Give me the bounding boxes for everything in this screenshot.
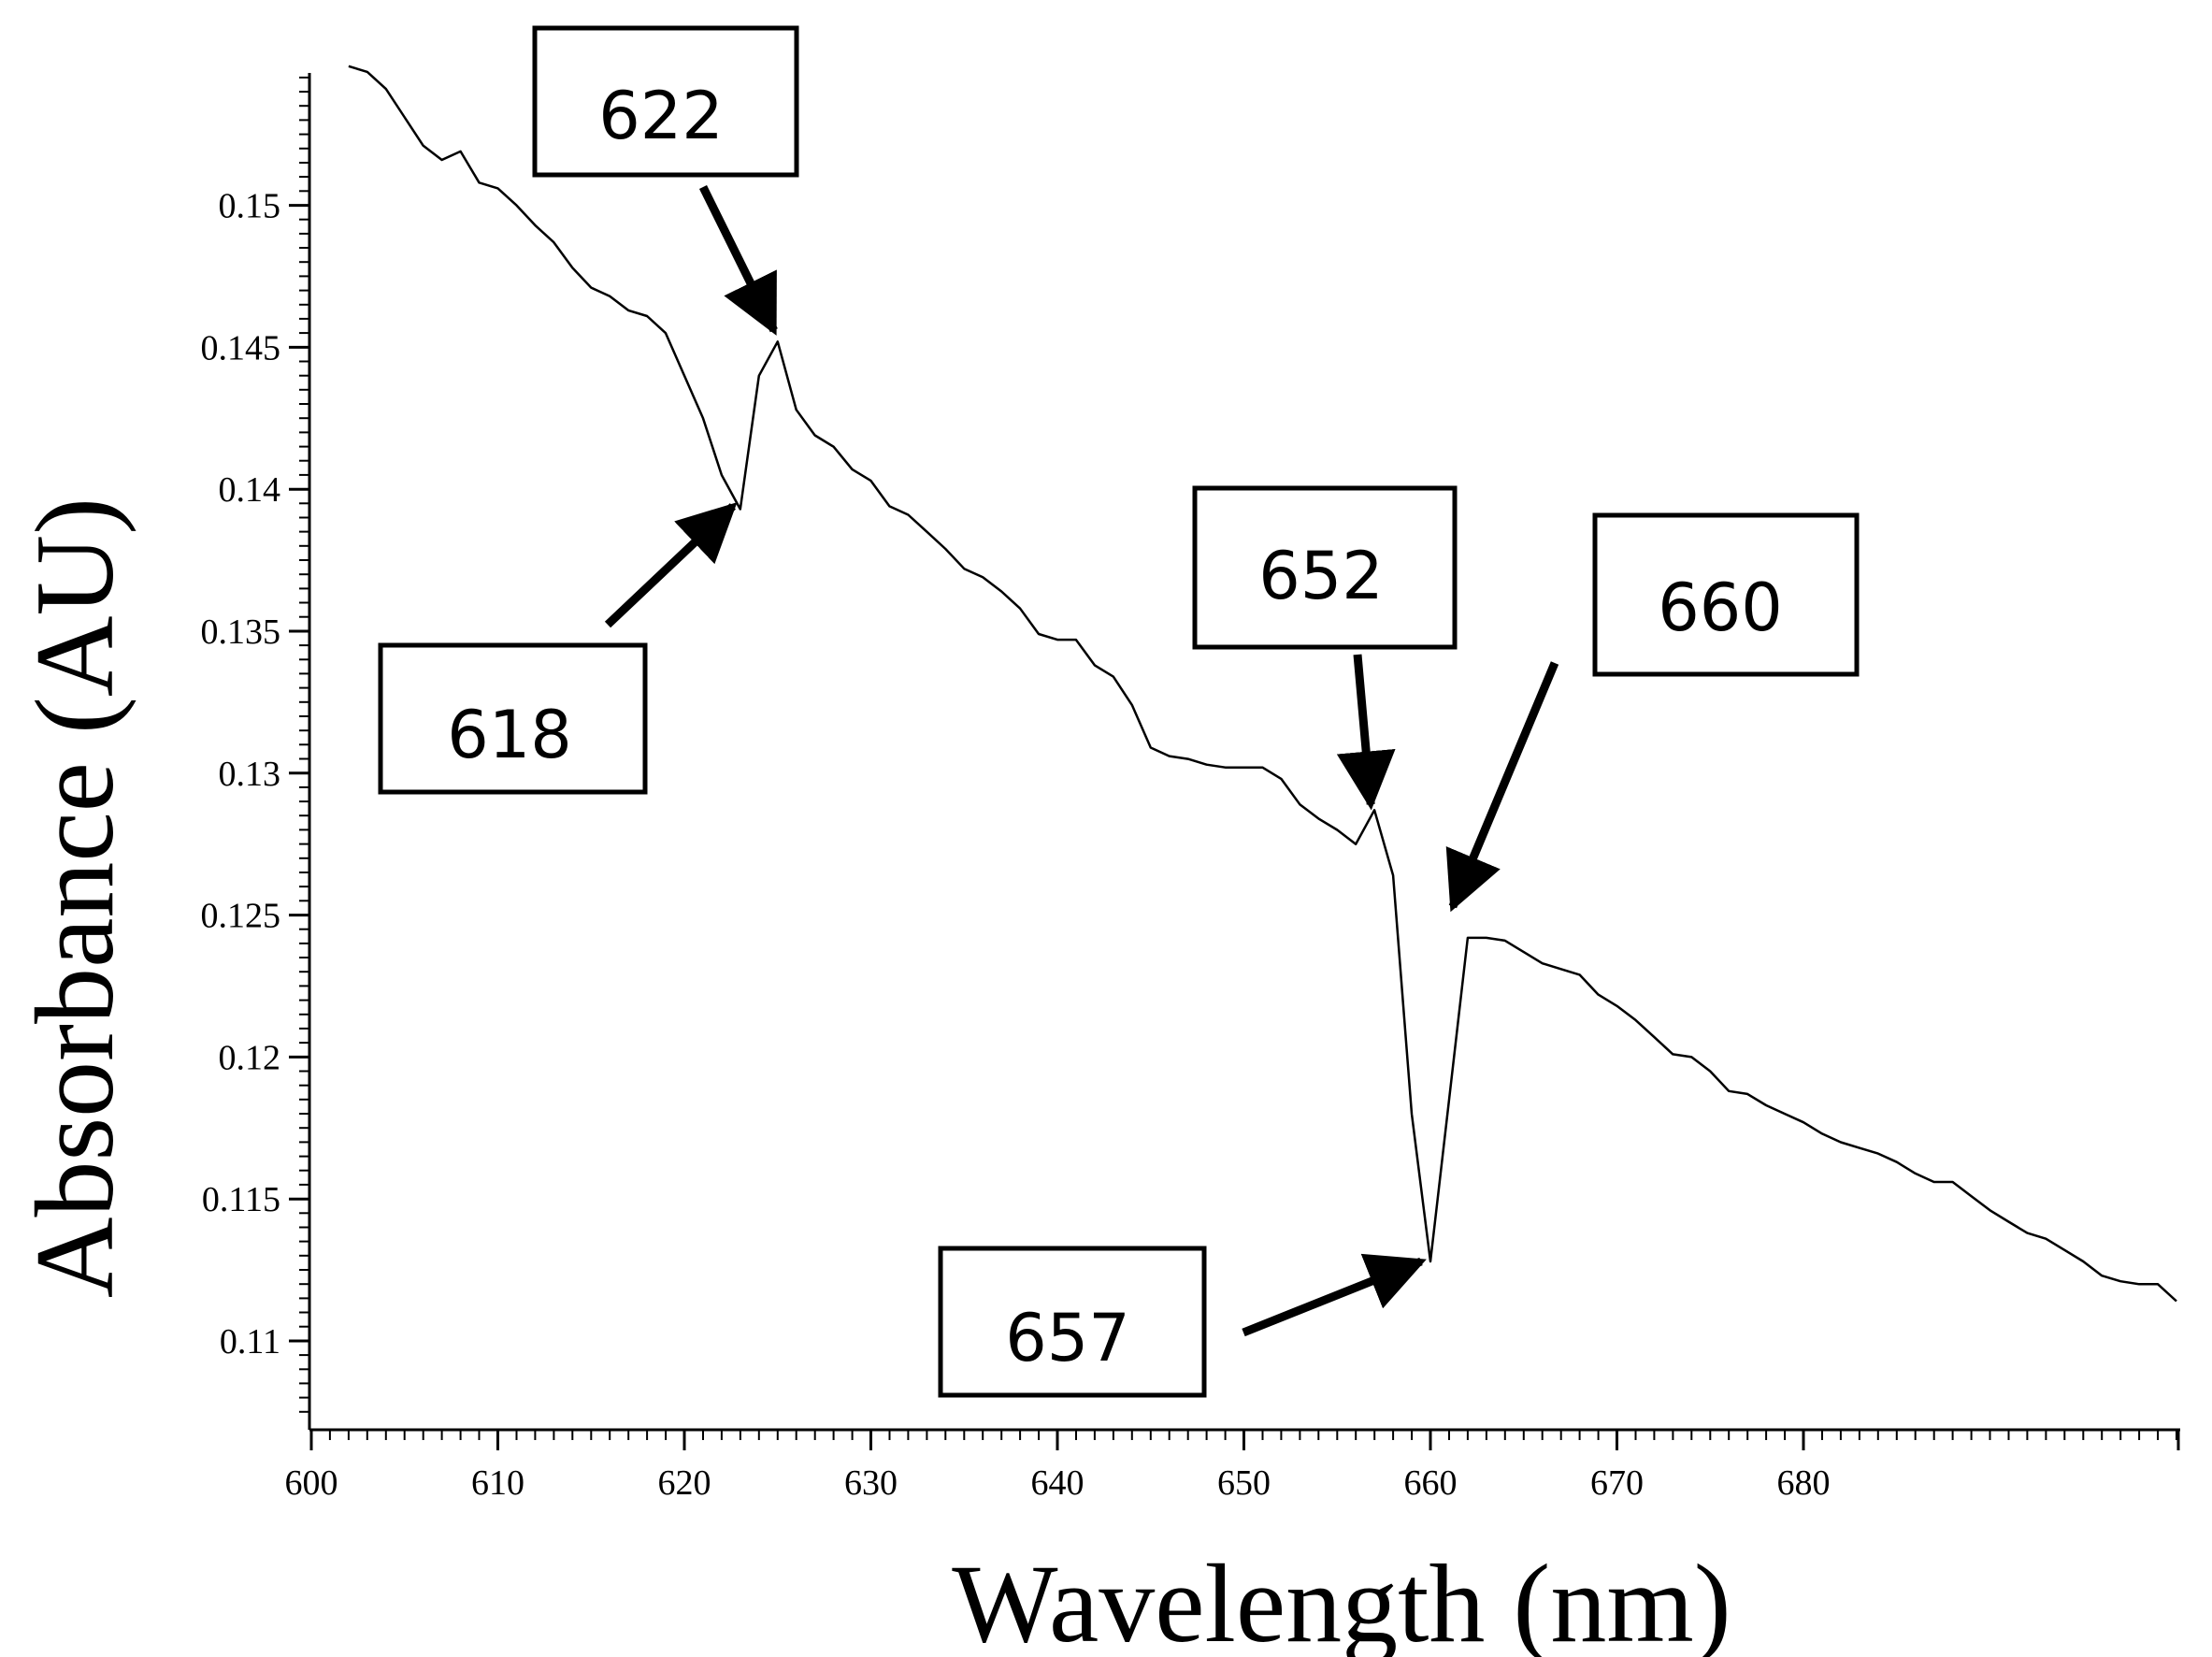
x-tick-label: 620	[658, 1463, 711, 1503]
callout-label: 618	[447, 697, 572, 773]
x-tick-label: 660	[1404, 1463, 1458, 1503]
callout-box	[532, 25, 799, 178]
callout-618: 618	[378, 502, 738, 795]
x-tick-labels: 600 610 620 630 640 650 660 670 680	[285, 1463, 1831, 1503]
callout-arrow	[1336, 654, 1396, 811]
y-tick-label: 0.13	[219, 755, 281, 794]
y-tick-label: 0.14	[219, 470, 281, 510]
callout-label: 660	[1658, 569, 1783, 646]
x-tick-label: 640	[1031, 1463, 1084, 1503]
x-major-ticks	[309, 1430, 2180, 1450]
callout-label: 657	[1005, 1300, 1130, 1376]
y-tick-label: 0.125	[201, 897, 281, 936]
y-tick-label: 0.135	[201, 612, 281, 652]
x-tick-label: 680	[1777, 1463, 1831, 1503]
y-tick-labels: 0.11 0.115 0.12 0.125 0.13 0.135 0.14 0.…	[201, 187, 281, 1362]
y-minor-ticks	[299, 76, 309, 1413]
callout-arrow	[698, 185, 778, 336]
callout-box	[938, 1246, 1207, 1398]
callout-arrow	[604, 502, 738, 628]
y-tick-label: 0.12	[219, 1038, 281, 1077]
x-tick-label: 600	[285, 1463, 338, 1503]
x-tick-label: 670	[1590, 1463, 1644, 1503]
callout-657: 657	[938, 1246, 1427, 1398]
absorbance-series-line	[348, 65, 2177, 1303]
y-tick-label: 0.145	[201, 328, 281, 367]
callout-label: 622	[598, 78, 724, 154]
y-tick-label: 0.11	[220, 1322, 280, 1362]
y-axis-title: Absorbance (AU)	[12, 497, 136, 1298]
y-tick-label: 0.15	[219, 187, 281, 226]
y-major-ticks	[289, 204, 309, 1343]
callout-622: 622	[532, 25, 799, 336]
callout-660: 660	[1445, 512, 1860, 913]
callout-box	[378, 642, 648, 795]
callout-box	[1192, 485, 1458, 650]
callout-box	[1592, 512, 1860, 677]
x-axis-title: Wavelength (nm)	[952, 1541, 1731, 1657]
y-tick-label: 0.115	[202, 1180, 280, 1219]
callout-arrow	[1445, 661, 1559, 913]
callout-arrow	[1242, 1253, 1427, 1337]
callout-label: 652	[1258, 538, 1384, 614]
callout-652: 652	[1192, 485, 1458, 811]
x-tick-label: 650	[1217, 1463, 1271, 1503]
x-tick-label: 610	[471, 1463, 524, 1503]
x-tick-label: 630	[844, 1463, 898, 1503]
